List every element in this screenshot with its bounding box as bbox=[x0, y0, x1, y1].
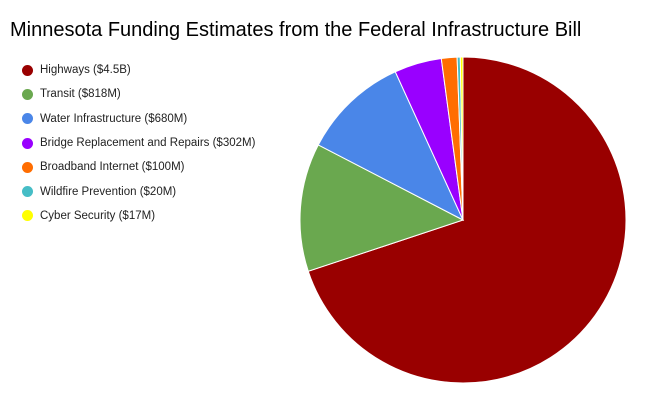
chart-title: Minnesota Funding Estimates from the Fed… bbox=[10, 19, 582, 41]
legend-item: Broadband Internet ($100M) bbox=[22, 155, 255, 179]
legend-label: Water Infrastructure ($680M) bbox=[40, 112, 188, 125]
pie-slice bbox=[307, 56, 627, 384]
legend-label: Bridge Replacement and Repairs ($302M) bbox=[40, 137, 256, 150]
legend-label: Transit ($818M) bbox=[40, 88, 121, 101]
pie-slice bbox=[299, 144, 465, 272]
legend-item: Highways ($4.5B) bbox=[22, 58, 255, 82]
legend-label: Wildfire Prevention ($20M) bbox=[40, 185, 177, 198]
legend-label: Broadband Internet ($100M) bbox=[40, 161, 185, 174]
legend-swatch bbox=[22, 88, 33, 100]
legend-swatch bbox=[22, 161, 33, 173]
legend-item: Water Infrastructure ($680M) bbox=[22, 107, 255, 131]
pie-slice bbox=[317, 71, 465, 222]
legend-swatch bbox=[22, 210, 33, 222]
legend-item: Cyber Security ($17M) bbox=[22, 204, 255, 228]
legend-label: Cyber Security ($17M) bbox=[40, 209, 156, 222]
legend-label: Highways ($4.5B) bbox=[40, 64, 131, 77]
legend-swatch bbox=[22, 64, 33, 76]
legend-swatch bbox=[22, 137, 33, 149]
legend-item: Bridge Replacement and Repairs ($302M) bbox=[22, 131, 255, 155]
legend-item: Wildfire Prevention ($20M) bbox=[22, 179, 255, 203]
pie-slice bbox=[459, 56, 464, 221]
legend-swatch bbox=[22, 186, 33, 198]
legend-item: Transit ($818M) bbox=[22, 82, 255, 106]
chart-legend: Highways ($4.5B) Transit ($818M) Water Inf… bbox=[22, 58, 255, 228]
legend-swatch bbox=[22, 113, 33, 125]
